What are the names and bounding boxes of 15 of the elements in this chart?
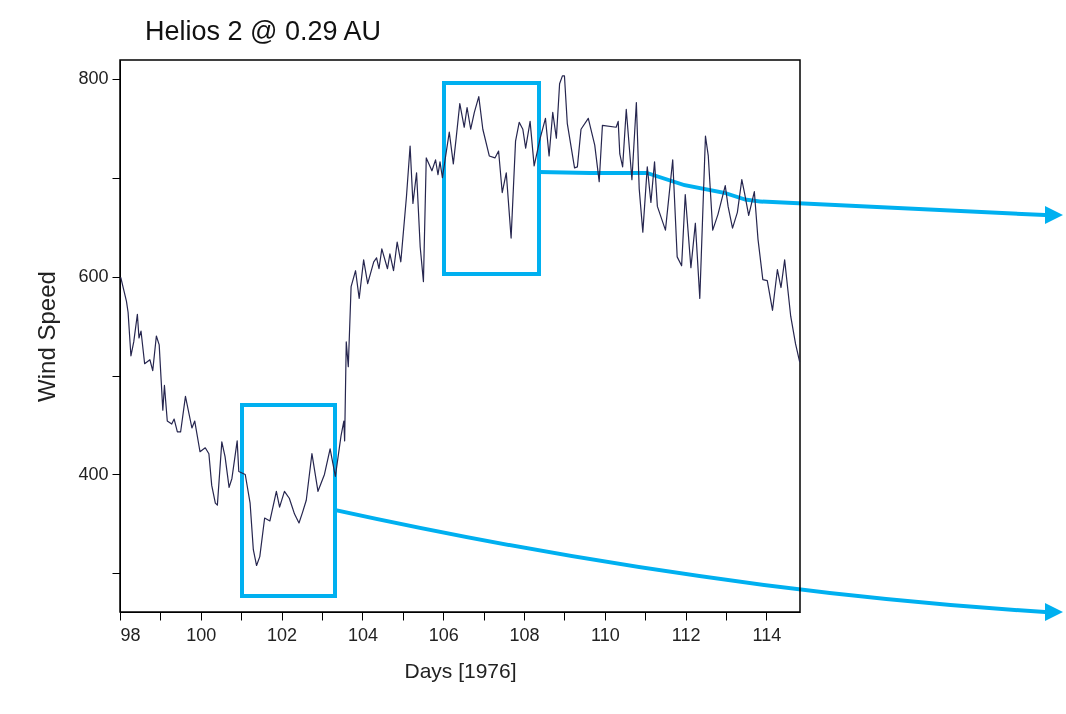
x-tick-label: 114: [752, 624, 782, 645]
x-tick-label: 104: [347, 624, 378, 645]
x-tick-label: 100: [186, 624, 217, 645]
x-tick-label: 102: [267, 624, 298, 645]
y-axis-title: Wind Speed: [33, 271, 61, 402]
x-tick-label: 112: [671, 624, 701, 645]
chart-title: Helios 2 @ 0.29 AU: [145, 16, 382, 46]
x-tick-label: 106: [428, 624, 459, 645]
x-tick-label: 108: [509, 624, 540, 645]
y-tick-label: 400: [78, 463, 109, 484]
y-tick-label: 600: [78, 266, 109, 287]
y-tick-label: 800: [78, 68, 109, 89]
x-tick-label: 110: [591, 624, 620, 645]
x-tick-label: 98: [120, 624, 141, 645]
x-axis-title: Days [1976]: [404, 658, 517, 682]
